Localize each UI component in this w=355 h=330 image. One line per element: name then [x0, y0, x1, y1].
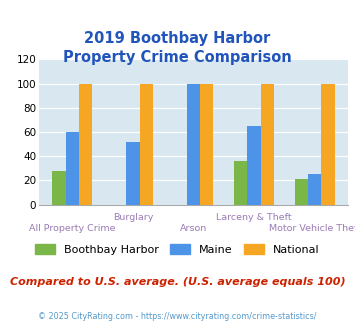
Bar	[53, 171, 66, 205]
Bar	[200, 83, 213, 205]
Bar	[295, 179, 308, 205]
Text: Compared to U.S. average. (U.S. average equals 100): Compared to U.S. average. (U.S. average …	[10, 277, 345, 287]
Text: © 2025 CityRating.com - https://www.cityrating.com/crime-statistics/: © 2025 CityRating.com - https://www.city…	[38, 312, 317, 321]
Text: All Property Crime: All Property Crime	[29, 224, 116, 233]
Text: 2019 Boothbay Harbor
Property Crime Comparison: 2019 Boothbay Harbor Property Crime Comp…	[63, 31, 292, 65]
Bar	[140, 83, 153, 205]
Bar	[126, 142, 140, 205]
Text: Arson: Arson	[180, 224, 207, 233]
Bar	[261, 83, 274, 205]
Bar	[247, 126, 261, 205]
Legend: Boothbay Harbor, Maine, National: Boothbay Harbor, Maine, National	[31, 239, 324, 259]
Bar	[66, 132, 79, 205]
Text: Burglary: Burglary	[113, 213, 153, 222]
Text: Motor Vehicle Theft: Motor Vehicle Theft	[269, 224, 355, 233]
Bar	[234, 161, 247, 205]
Bar	[321, 83, 334, 205]
Bar	[308, 174, 321, 205]
Bar	[79, 83, 92, 205]
Bar	[187, 83, 200, 205]
Text: Larceny & Theft: Larceny & Theft	[216, 213, 292, 222]
